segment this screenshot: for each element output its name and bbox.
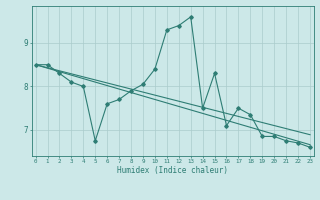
X-axis label: Humidex (Indice chaleur): Humidex (Indice chaleur) (117, 166, 228, 175)
